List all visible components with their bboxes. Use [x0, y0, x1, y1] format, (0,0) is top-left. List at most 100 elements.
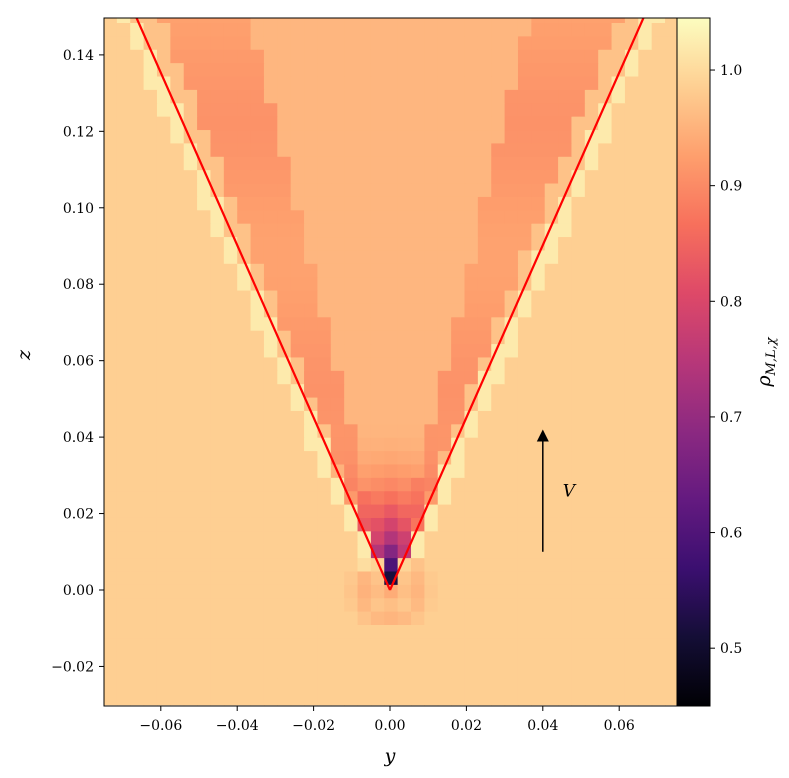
heatmap-cell [611, 370, 626, 385]
heatmap-cell [197, 18, 212, 23]
heatmap-cell [665, 129, 677, 144]
heatmap-cell [504, 209, 519, 224]
heatmap-cell [290, 289, 305, 304]
heatmap-cell [250, 624, 265, 639]
heatmap-cell [183, 584, 198, 599]
heatmap-cell [424, 651, 439, 666]
heatmap-cell [344, 223, 359, 238]
heatmap-cell [517, 330, 532, 345]
heatmap-cell [437, 611, 452, 625]
heatmap-cell [237, 49, 252, 64]
heatmap-cell [491, 463, 506, 478]
heatmap-cell [290, 597, 305, 612]
heatmap-cell [464, 611, 479, 625]
heatmap-cell [531, 156, 546, 171]
heatmap-cell [237, 142, 252, 157]
heatmap-cell [584, 49, 599, 64]
heatmap-cell [411, 156, 425, 171]
heatmap-cell [464, 664, 479, 679]
heatmap-cell [665, 75, 677, 90]
heatmap-cell [370, 102, 385, 117]
heatmap-cell [210, 651, 225, 666]
heatmap-cell [156, 263, 171, 278]
heatmap-cell [491, 611, 506, 625]
heatmap-cell [665, 557, 677, 572]
heatmap-cell [504, 463, 519, 478]
heatmap-cell [317, 22, 332, 37]
heatmap-cell [104, 557, 118, 572]
heatmap-cell [183, 209, 198, 224]
heatmap-cell [277, 169, 292, 184]
heatmap-cell [104, 504, 118, 518]
heatmap-cell [277, 116, 292, 131]
heatmap-cell [130, 624, 145, 639]
heatmap-cell [384, 611, 399, 625]
heatmap-cell [624, 18, 639, 23]
y-tick-label: 0.04 [63, 430, 94, 446]
heatmap-cell [344, 383, 359, 398]
heatmap-cell [531, 597, 546, 612]
heatmap-cell [544, 236, 559, 251]
heatmap-cell [223, 49, 238, 64]
heatmap-cell [250, 490, 265, 505]
heatmap-cell [170, 330, 185, 345]
heatmap-cell [104, 691, 118, 706]
heatmap-cell [517, 624, 532, 639]
heatmap-cell [344, 236, 359, 251]
heatmap-cell [317, 116, 332, 131]
heatmap-cell [317, 62, 332, 77]
heatmap-cell [651, 423, 666, 438]
heatmap-cell [304, 182, 319, 197]
heatmap-cell [477, 89, 492, 104]
velocity-label: V [563, 482, 577, 502]
heatmap-cell [223, 504, 238, 518]
heatmap-cell [424, 142, 439, 157]
heatmap-cell [411, 651, 425, 666]
heatmap-cell [411, 75, 425, 90]
heatmap-cell [651, 584, 666, 599]
heatmap-cell [598, 557, 613, 572]
heatmap-cell [197, 477, 212, 492]
heatmap-cell [304, 437, 319, 452]
heatmap-cell [424, 437, 439, 452]
heatmap-cell [477, 182, 492, 197]
heatmap-cell [223, 437, 238, 452]
heatmap-cell [517, 437, 532, 452]
x-tick-label: 0.02 [451, 718, 482, 734]
heatmap-cell [143, 517, 158, 532]
heatmap-cell [263, 249, 278, 264]
heatmap-cell [517, 396, 532, 411]
heatmap-cell [277, 490, 292, 505]
heatmap-cell [210, 410, 225, 425]
heatmap-cell [544, 370, 559, 385]
heatmap-cell [250, 343, 265, 358]
heatmap-cell [584, 437, 599, 452]
heatmap-cell [290, 330, 305, 345]
heatmap-cell [290, 410, 305, 425]
heatmap-cell [411, 691, 425, 706]
heatmap-cell [317, 477, 332, 492]
heatmap-cell [598, 624, 613, 639]
heatmap-cell [156, 677, 171, 692]
heatmap-cell [104, 102, 118, 117]
heatmap-cell [437, 530, 452, 545]
heatmap-cell [424, 209, 439, 224]
heatmap-cell [451, 584, 466, 599]
heatmap-cell [143, 437, 158, 452]
heatmap-cell [598, 490, 613, 505]
heatmap-cell [624, 597, 639, 612]
heatmap-cell [437, 316, 452, 331]
heatmap-cell [237, 209, 252, 224]
heatmap-cell [517, 570, 532, 585]
heatmap-cell [304, 129, 319, 144]
heatmap-cell [544, 316, 559, 331]
heatmap-cell [531, 544, 546, 559]
heatmap-cell [317, 35, 332, 50]
heatmap-cell [638, 544, 653, 559]
heatmap-cell [584, 396, 599, 411]
heatmap-cell [277, 637, 292, 652]
heatmap-cell [197, 343, 212, 358]
heatmap-cell [370, 236, 385, 251]
heatmap-cell [611, 169, 626, 184]
heatmap-cell [210, 691, 225, 706]
